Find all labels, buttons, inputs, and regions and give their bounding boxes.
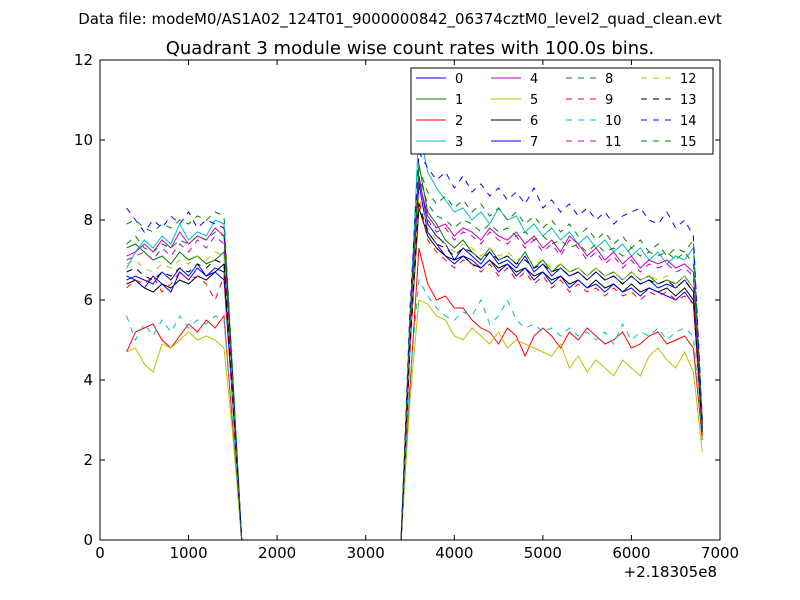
series-line-2 [126, 247, 703, 541]
legend-label-9: 9 [605, 93, 613, 108]
y-tick-label: 4 [83, 371, 93, 389]
x-tick-label: 1000 [169, 544, 207, 562]
legend-label-0: 0 [455, 72, 463, 87]
series-line-10 [126, 278, 703, 541]
plot-area [126, 127, 703, 541]
series-line-7 [126, 183, 703, 541]
series-line-13 [126, 203, 703, 541]
x-tick-label: 6000 [612, 544, 650, 562]
series-layer [126, 127, 703, 541]
x-tick-label: 0 [95, 544, 105, 562]
legend-label-14: 14 [680, 114, 697, 129]
legend-label-6: 6 [530, 114, 538, 129]
series-line-12 [126, 195, 703, 541]
y-tick-label: 0 [83, 531, 93, 549]
x-offset-label: +2.18305e8 [624, 563, 717, 581]
legend-label-10: 10 [605, 114, 622, 129]
legend-frame [410, 67, 714, 155]
legend-label-3: 3 [455, 135, 463, 150]
y-tick-label: 12 [74, 51, 93, 69]
legend-label-12: 12 [680, 72, 697, 87]
x-tick-label: 2000 [258, 544, 296, 562]
legend-label-1: 1 [455, 93, 463, 108]
series-line-5 [126, 299, 703, 541]
y-tick-label: 8 [83, 211, 93, 229]
legend-label-2: 2 [455, 114, 463, 129]
x-tick-label: 3000 [347, 544, 385, 562]
x-tick-label: 4000 [435, 544, 473, 562]
series-line-15 [126, 175, 703, 541]
legend-label-7: 7 [530, 135, 538, 150]
series-line-8 [126, 167, 703, 541]
legend-label-13: 13 [680, 93, 697, 108]
legend-label-15: 15 [680, 135, 697, 150]
legend-label-5: 5 [530, 93, 538, 108]
legend-label-8: 8 [605, 72, 613, 87]
series-line-4 [126, 179, 703, 541]
x-tick-label: 5000 [524, 544, 562, 562]
y-tick-label: 2 [83, 451, 93, 469]
series-line-11 [126, 179, 703, 541]
x-tick-label: 7000 [701, 544, 739, 562]
y-tick-label: 10 [74, 131, 93, 149]
series-line-14 [126, 150, 703, 541]
figure-suptitle: Data file: modeM0/AS1A02_124T01_90000008… [78, 10, 722, 29]
y-tick-label: 6 [83, 291, 93, 309]
chart-title: Quadrant 3 module wise count rates with … [166, 38, 655, 59]
legend-label-11: 11 [605, 135, 622, 150]
legend-label-4: 4 [530, 72, 538, 87]
